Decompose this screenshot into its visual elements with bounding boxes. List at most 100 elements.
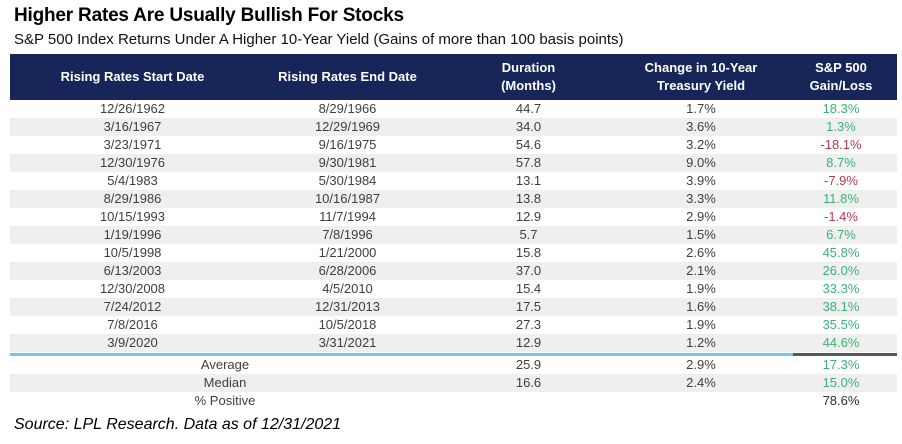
column-header-label: Rising Rates End Date <box>278 69 417 85</box>
table-row: 10/15/1993 11/7/1994 12.9 2.9% -1.4% <box>10 208 897 226</box>
summary-yield-change: 2.4% <box>617 374 785 392</box>
column-header-label: Duration (Months) <box>501 60 556 93</box>
cell-end-date: 5/30/1984 <box>318 173 377 188</box>
cell-start-date: 10/15/1993 <box>99 209 166 224</box>
column-header-label: Change in 10-Year Treasury Yield <box>644 60 758 93</box>
summary-label: Median <box>10 374 440 392</box>
cell-start-date: 6/13/2003 <box>10 262 255 280</box>
cell-end-date: 10/16/1987 <box>255 190 440 208</box>
divider-gray-segment <box>793 353 897 356</box>
summary-gain-loss: 15.0% <box>785 374 897 392</box>
table-row: 1/19/1996 7/8/1996 5.7 1.5% 6.7% <box>10 226 897 244</box>
returns-table: Rising Rates Start Date Rising Rates End… <box>10 54 897 410</box>
cell-yield-change: 2.6% <box>686 245 716 260</box>
cell-gain-loss: 6.7% <box>785 226 897 244</box>
cell-start-date: 7/24/2012 <box>10 298 255 316</box>
cell-yield-change: 1.6% <box>617 298 785 316</box>
cell-duration: 15.4 <box>515 281 542 296</box>
cell-gain-loss: 38.1% <box>785 298 897 316</box>
cell-duration: 54.6 <box>515 137 542 152</box>
cell-gain-loss: 45.8% <box>822 245 860 260</box>
cell-duration: 13.8 <box>440 190 617 208</box>
cell-duration: 12.9 <box>515 209 542 224</box>
cell-start-date: 12/30/2008 <box>99 281 166 296</box>
cell-gain-loss: -7.9% <box>824 173 858 188</box>
cell-yield-change: 9.0% <box>617 154 785 172</box>
table-row: 5/4/1983 5/30/1984 13.1 3.9% -7.9% <box>10 172 897 190</box>
source-note: Source: LPL Research. Data as of 12/31/2… <box>14 416 342 433</box>
divider-row <box>10 352 897 356</box>
divider-line <box>10 352 897 356</box>
summary-gain-loss: 78.6% <box>822 393 860 408</box>
table-row: 7/24/2012 12/31/2013 17.5 1.6% 38.1% <box>10 298 897 316</box>
cell-duration: 37.0 <box>440 262 617 280</box>
table-row: 3/16/1967 12/29/1969 34.0 3.6% 1.3% <box>10 118 897 136</box>
cell-gain-loss: 35.5% <box>822 317 860 332</box>
summary-gain-loss: 17.3% <box>822 357 860 372</box>
cell-gain-loss: 8.7% <box>785 154 897 172</box>
cell-duration: 44.7 <box>515 101 542 116</box>
table-row: 12/26/1962 8/29/1966 44.7 1.7% 18.3% <box>10 100 897 118</box>
page-subtitle: S&P 500 Index Returns Under A Higher 10-… <box>14 31 624 48</box>
table-row: 10/5/1998 1/21/2000 15.8 2.6% 45.8% <box>10 244 897 262</box>
cell-duration: 12.9 <box>440 334 617 352</box>
table-row: 12/30/2008 4/5/2010 15.4 1.9% 33.3% <box>10 280 897 298</box>
column-header-end-date: Rising Rates End Date <box>255 54 440 100</box>
column-header-duration: Duration (Months) <box>440 54 617 100</box>
column-header-sp500-gain-loss: S&P 500 Gain/Loss <box>785 54 897 100</box>
cell-yield-change: 3.6% <box>617 118 785 136</box>
cell-yield-change: 3.9% <box>686 173 716 188</box>
table-row: 12/30/1976 9/30/1981 57.8 9.0% 8.7% <box>10 154 897 172</box>
page-title: Higher Rates Are Usually Bullish For Sto… <box>14 5 404 26</box>
column-header-label: Rising Rates Start Date <box>60 69 205 85</box>
cell-duration: 27.3 <box>515 317 542 332</box>
cell-gain-loss: 33.3% <box>822 281 860 296</box>
summary-row-average: Average 25.9 2.9% 17.3% <box>10 356 897 374</box>
cell-start-date: 5/4/1983 <box>107 173 158 188</box>
cell-start-date: 3/9/2020 <box>10 334 255 352</box>
column-header-label: S&P 500 Gain/Loss <box>809 60 873 93</box>
summary-row-median: Median 16.6 2.4% 15.0% <box>10 374 897 392</box>
cell-yield-change: 1.9% <box>686 317 716 332</box>
cell-end-date: 10/5/2018 <box>318 317 377 332</box>
cell-end-date: 9/16/1975 <box>318 137 377 152</box>
summary-duration <box>440 392 617 410</box>
cell-yield-change: 1.7% <box>686 101 716 116</box>
table-header: Rising Rates Start Date Rising Rates End… <box>10 54 897 100</box>
divider-cell <box>10 352 897 356</box>
cell-end-date: 11/7/1994 <box>319 209 376 224</box>
cell-end-date: 8/29/1966 <box>318 101 377 116</box>
cell-duration: 15.8 <box>515 245 542 260</box>
summary-duration: 16.6 <box>440 374 617 392</box>
table-row: 3/9/2020 3/31/2021 12.9 1.2% 44.6% <box>10 334 897 352</box>
cell-end-date: 6/28/2006 <box>255 262 440 280</box>
cell-end-date: 7/8/1996 <box>255 226 440 244</box>
cell-duration: 13.1 <box>515 173 542 188</box>
cell-gain-loss: 44.6% <box>785 334 897 352</box>
cell-start-date: 3/23/1971 <box>103 137 162 152</box>
cell-yield-change: 1.9% <box>686 281 716 296</box>
cell-gain-loss: 11.8% <box>785 190 897 208</box>
table-body: 12/26/1962 8/29/1966 44.7 1.7% 18.3% 3/16/196… <box>10 100 897 352</box>
cell-start-date: 3/16/1967 <box>10 118 255 136</box>
cell-gain-loss: -18.1% <box>820 137 862 152</box>
table-row: 8/29/1986 10/16/1987 13.8 3.3% 11.8% <box>10 190 897 208</box>
cell-yield-change: 1.5% <box>617 226 785 244</box>
column-header-treasury-yield-change: Change in 10-Year Treasury Yield <box>617 54 785 100</box>
cell-gain-loss: -1.4% <box>824 209 858 224</box>
cell-end-date: 9/30/1981 <box>255 154 440 172</box>
divider-cyan-line <box>10 353 793 356</box>
cell-yield-change: 3.3% <box>617 190 785 208</box>
summary-duration: 25.9 <box>515 357 542 372</box>
summary-row-positive: % Positive 78.6% <box>10 392 897 410</box>
cell-start-date: 1/19/1996 <box>10 226 255 244</box>
cell-duration: 57.8 <box>440 154 617 172</box>
cell-gain-loss: 18.3% <box>822 101 860 116</box>
cell-end-date: 1/21/2000 <box>318 245 377 260</box>
table-row: 3/23/1971 9/16/1975 54.6 3.2% -18.1% <box>10 136 897 154</box>
cell-yield-change: 2.1% <box>617 262 785 280</box>
cell-start-date: 12/30/1976 <box>10 154 255 172</box>
summary-yield-change <box>617 392 785 410</box>
summary-label: Average <box>200 357 250 372</box>
